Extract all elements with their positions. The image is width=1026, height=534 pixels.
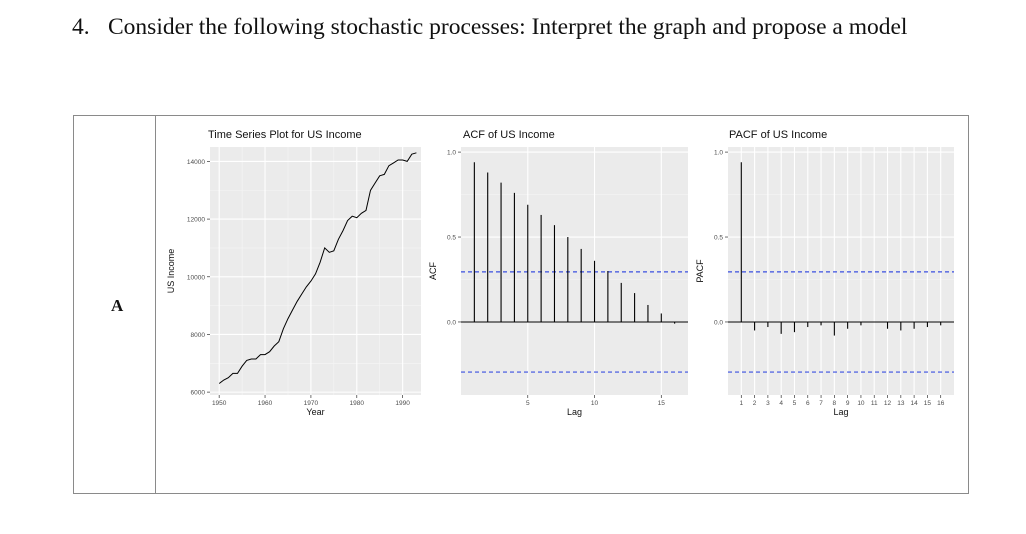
x-axis-label: Lag xyxy=(833,407,848,417)
y-tick-label: 0.0 xyxy=(714,319,723,326)
y-axis-label: ACF xyxy=(428,261,438,280)
x-axis-label: Year xyxy=(306,407,324,417)
x-tick-label: 1960 xyxy=(258,400,273,407)
figure-panel: 6000 8000 10000 12000 14000 1950 1960 1970 1980 1… xyxy=(156,116,968,498)
x-tick-label: 1990 xyxy=(395,400,410,407)
y-tick-label: 14000 xyxy=(187,159,205,166)
x-tick-label: 11 xyxy=(871,400,878,407)
y-tick-label: 0.5 xyxy=(714,235,723,242)
table-column-divider xyxy=(155,115,156,494)
question-text: Consider the following stochastic proces… xyxy=(108,14,908,40)
x-tick-label: 14 xyxy=(911,400,919,407)
y-tick-label: 1.0 xyxy=(447,150,456,157)
x-tick-label: 13 xyxy=(897,400,905,407)
plot-background xyxy=(210,147,421,395)
x-tick-label: 5 xyxy=(526,400,530,407)
figure-table xyxy=(73,115,969,494)
x-tick-label: 6 xyxy=(806,400,810,407)
y-tick-label: 6000 xyxy=(191,390,206,397)
y-tick-label: 0.5 xyxy=(447,235,456,242)
x-tick-label: 4 xyxy=(779,400,783,407)
y-tick-label: 0.0 xyxy=(447,319,456,326)
question-number: 4. xyxy=(72,14,90,40)
x-tick-label: 5 xyxy=(793,400,797,407)
x-tick-label: 15 xyxy=(658,400,666,407)
x-tick-label: 1950 xyxy=(212,400,227,407)
x-tick-label: 8 xyxy=(833,400,837,407)
y-tick-label: 8000 xyxy=(191,332,206,339)
x-tick-label: 9 xyxy=(846,400,850,407)
x-tick-label: 1980 xyxy=(350,400,365,407)
series-line xyxy=(218,152,417,384)
plot-background xyxy=(461,147,688,395)
y-axis-label: US Income xyxy=(166,249,176,294)
x-tick-label: 3 xyxy=(766,400,770,407)
x-tick-label: 12 xyxy=(884,400,892,407)
x-tick-label: 10 xyxy=(591,400,599,407)
row-label: A xyxy=(111,296,124,315)
y-tick-label: 10000 xyxy=(187,274,205,281)
x-tick-label: 10 xyxy=(857,400,865,407)
charts-svg: 6000 8000 10000 12000 14000 1950 1960 1970 1980 1… xyxy=(166,129,954,417)
x-tick-label: 1970 xyxy=(304,400,319,407)
x-tick-label: 7 xyxy=(819,400,823,407)
y-axis-label: PACF xyxy=(695,259,705,283)
chart-1: 0.0 0.5 1.0 5 10 15 ACF of US Income Lag ACF xyxy=(428,129,688,417)
question-heading: 4. Consider the following stochastic proc… xyxy=(72,14,907,41)
chart-title: ACF of US Income xyxy=(463,129,555,141)
x-axis-label: Lag xyxy=(567,407,582,417)
x-tick-label: 16 xyxy=(937,400,945,407)
y-tick-label: 1.0 xyxy=(714,150,723,157)
x-tick-label: 2 xyxy=(753,400,757,407)
x-tick-label: 15 xyxy=(924,400,932,407)
x-tick-label: 1 xyxy=(739,400,743,407)
chart-0: 6000 8000 10000 12000 14000 1950 1960 1970 1980 1… xyxy=(166,129,421,417)
y-tick-label: 12000 xyxy=(187,217,205,224)
plot-background xyxy=(728,147,954,395)
chart-title: Time Series Plot for US Income xyxy=(208,129,362,141)
chart-title: PACF of US Income xyxy=(729,129,827,141)
